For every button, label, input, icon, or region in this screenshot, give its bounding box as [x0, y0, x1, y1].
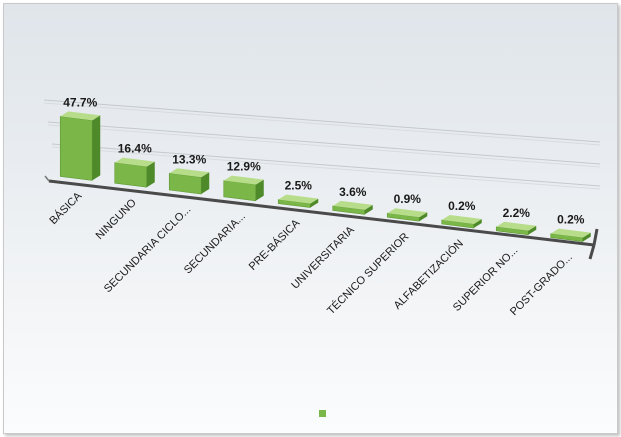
data-label: 0.9% [394, 192, 422, 206]
category-label: POST-GRADO... [508, 251, 575, 318]
gridline [47, 124, 601, 168]
gridline [47, 121, 601, 165]
data-label: 47.7% [63, 95, 97, 109]
bar-chart: 47.7% 16.4% 13.3% 12.9% 2.5% 3.6% 0.9% 0.2% 2.2%… [43, 95, 601, 417]
gridline [43, 102, 601, 146]
floor-end [588, 228, 599, 260]
bar [495, 221, 537, 236]
data-labels: 47.7% 16.4% 13.3% 12.9% 2.5% 3.6% 0.9% 0.2% 2.2%… [63, 95, 585, 226]
data-label: 12.9% [227, 160, 261, 174]
data-label: 0.2% [557, 213, 585, 227]
gridline [43, 99, 601, 143]
data-label: 16.4% [118, 142, 152, 156]
bar [59, 111, 101, 181]
bar [223, 175, 264, 202]
legend-marker [319, 410, 326, 417]
floor-edge [48, 179, 595, 247]
chart-floor [44, 175, 599, 260]
bar [441, 215, 482, 229]
gridline [51, 143, 601, 187]
data-label: 3.6% [339, 185, 367, 199]
category-label: UNIVERSITARIA [289, 224, 357, 292]
category-label: NINGUNO [94, 197, 140, 243]
data-label: 13.3% [172, 152, 206, 166]
gridlines [43, 99, 601, 190]
legend [319, 410, 326, 417]
chart-frame: 47.7% 16.4% 13.3% 12.9% 2.5% 3.6% 0.9% 0.2% 2.2%… [3, 3, 618, 434]
bar [550, 228, 591, 242]
data-label: 2.5% [285, 179, 313, 193]
bar [332, 200, 373, 215]
bar [386, 208, 428, 222]
data-label: 2.2% [503, 206, 531, 220]
category-label: SUPERIOR NO... [451, 244, 520, 313]
bars [59, 111, 591, 242]
gridline [51, 146, 601, 190]
category-label: PRE-BÁSICA [246, 216, 303, 273]
bar [168, 168, 210, 195]
data-label: 0.2% [448, 199, 476, 213]
category-label: SECUNDARIA... [182, 210, 248, 276]
bar [277, 194, 319, 208]
bar [114, 157, 155, 188]
floor-corner [44, 175, 50, 182]
category-label: BÁSICA [47, 189, 85, 227]
